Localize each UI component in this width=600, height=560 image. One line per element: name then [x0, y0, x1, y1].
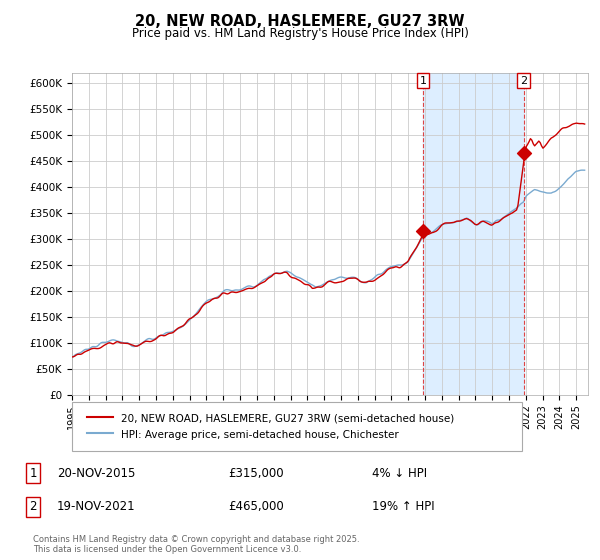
Text: Price paid vs. HM Land Registry's House Price Index (HPI): Price paid vs. HM Land Registry's House … — [131, 27, 469, 40]
Bar — [423, 73, 524, 395]
Legend: 20, NEW ROAD, HASLEMERE, GU27 3RW (semi-detached house), HPI: Average price, sem: 20, NEW ROAD, HASLEMERE, GU27 3RW (semi-… — [82, 408, 460, 445]
Text: £315,000: £315,000 — [228, 466, 284, 480]
Text: 4% ↓ HPI: 4% ↓ HPI — [372, 466, 427, 480]
Text: £465,000: £465,000 — [228, 500, 284, 514]
Point — [519, 149, 529, 158]
FancyBboxPatch shape — [72, 402, 522, 451]
Text: 20-NOV-2015: 20-NOV-2015 — [57, 466, 136, 480]
Point — [418, 227, 428, 236]
Text: 20, NEW ROAD, HASLEMERE, GU27 3RW: 20, NEW ROAD, HASLEMERE, GU27 3RW — [135, 14, 465, 29]
Text: Contains HM Land Registry data © Crown copyright and database right 2025.
This d: Contains HM Land Registry data © Crown c… — [33, 535, 359, 554]
Text: 19% ↑ HPI: 19% ↑ HPI — [372, 500, 434, 514]
Text: 2: 2 — [520, 76, 527, 86]
Text: 2: 2 — [29, 500, 37, 514]
Text: 1: 1 — [29, 466, 37, 480]
Text: 19-NOV-2021: 19-NOV-2021 — [57, 500, 136, 514]
Text: 1: 1 — [419, 76, 427, 86]
